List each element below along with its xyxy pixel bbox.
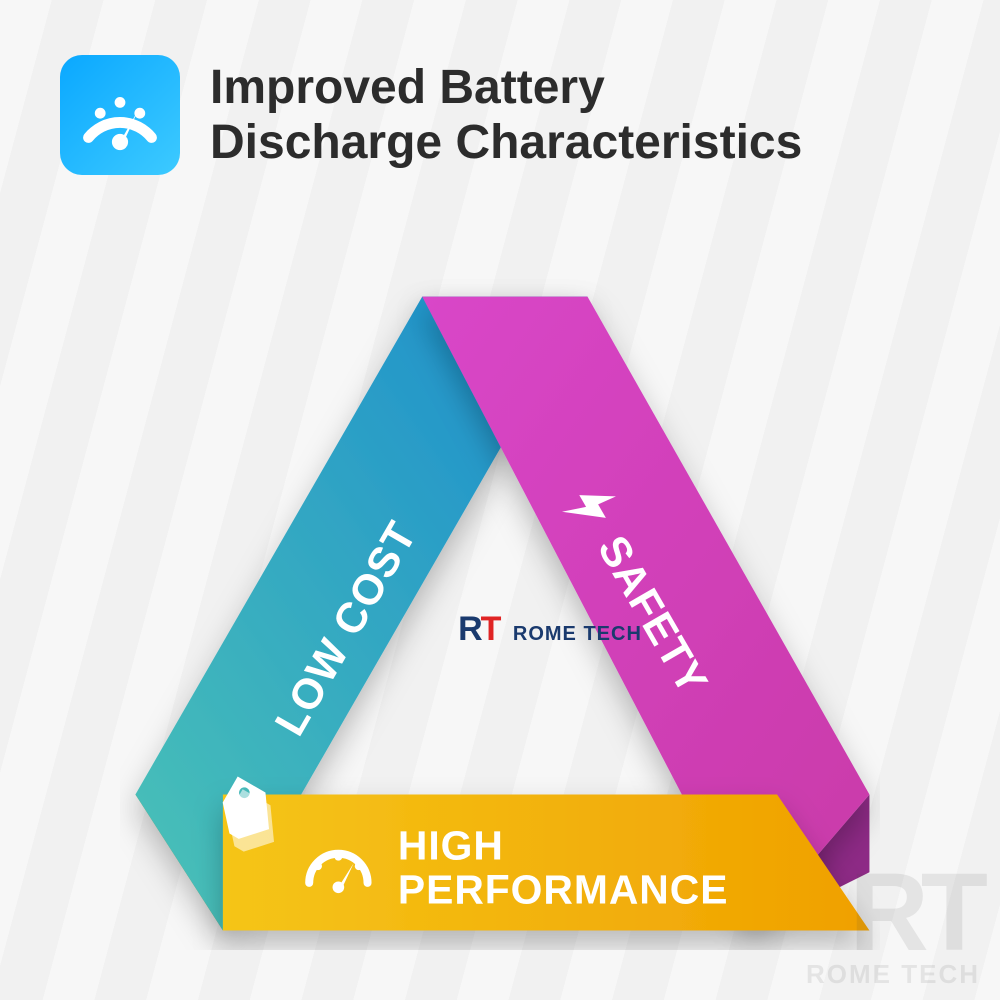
- page: Improved Battery Discharge Characteristi…: [0, 0, 1000, 1000]
- logo-letter-t: T: [481, 610, 500, 648]
- logo-letter-r: R: [458, 610, 481, 648]
- watermark-rt: RT: [806, 866, 980, 960]
- high-performance-label-2: PERFORMANCE: [398, 866, 729, 912]
- title-line-2: Discharge Characteristics: [210, 115, 802, 170]
- brand-logo: RT ROME TECH: [430, 610, 670, 649]
- gauge-icon: [60, 55, 180, 175]
- logo-word-2: TECH: [583, 623, 641, 645]
- logo-word-1: ROME: [513, 623, 577, 645]
- high-performance-label-1: HIGH: [398, 823, 504, 869]
- header: Improved Battery Discharge Characteristi…: [60, 55, 802, 175]
- triangle-infographic: LOW COST SAFETY HIGH: [120, 250, 880, 950]
- watermark-sub: ROME TECH: [806, 959, 980, 990]
- page-title: Improved Battery Discharge Characteristi…: [210, 60, 802, 170]
- title-line-1: Improved Battery: [210, 60, 802, 115]
- watermark: RT ROME TECH: [806, 866, 980, 991]
